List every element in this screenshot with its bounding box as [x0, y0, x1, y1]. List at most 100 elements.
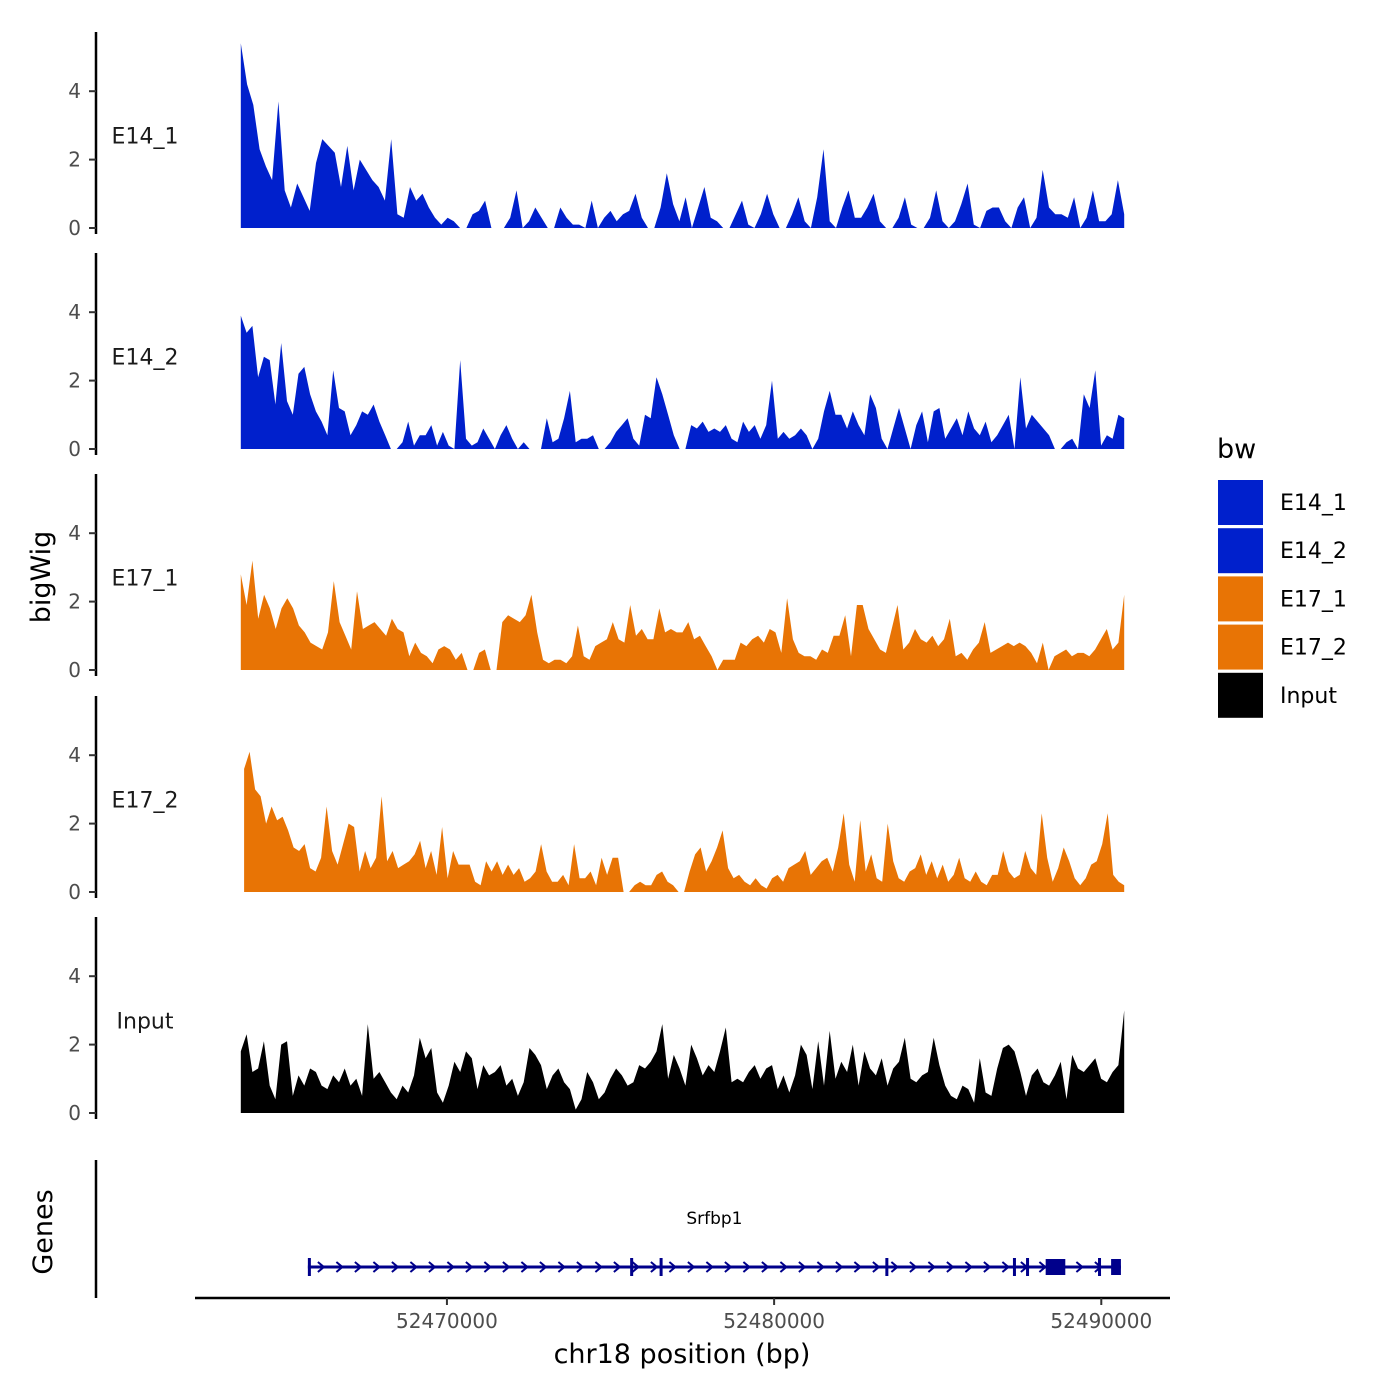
strand-arrow: [557, 1261, 566, 1273]
strand-arrow: [705, 1261, 714, 1273]
signal-area-e17-2: [244, 751, 1125, 892]
strand-arrow: [317, 1261, 326, 1273]
legend-label: Input: [1280, 684, 1337, 709]
strand-arrow: [909, 1261, 918, 1273]
strand-arrow: [927, 1261, 936, 1273]
strand-arrow: [890, 1261, 899, 1273]
gene-exon: [1045, 1259, 1066, 1275]
strand-arrow: [335, 1261, 344, 1273]
legend-title: bw: [1217, 434, 1256, 465]
y-tick-label: 2: [68, 369, 81, 393]
legend-label: E17_2: [1280, 636, 1347, 661]
genes-axis-title: Genes: [28, 1189, 59, 1274]
strand-arrow: [446, 1261, 455, 1273]
y-tick-label: 0: [68, 437, 81, 461]
strand-arrow: [483, 1261, 492, 1273]
gene-exon: [307, 1258, 311, 1276]
strand-arrow: [1001, 1261, 1010, 1273]
legend-label: E14_2: [1280, 539, 1347, 564]
gene-name-label: Srfbp1: [686, 1209, 742, 1229]
strand-arrow: [576, 1261, 585, 1273]
track-label: E14_2: [112, 346, 179, 371]
legend-label: E17_1: [1280, 587, 1347, 612]
y-tick-label: 2: [68, 590, 81, 614]
y-tick-label: 2: [68, 812, 81, 836]
gene-exon: [1098, 1258, 1102, 1276]
y-tick-label: 2: [68, 1033, 81, 1057]
strand-arrow: [835, 1261, 844, 1273]
track-input: 0 2 4 Input: [68, 917, 1125, 1125]
strand-arrow: [520, 1261, 529, 1273]
x-axis: chr18 position (bp) 52470000 52480000 5249…: [195, 1296, 1170, 1370]
strand-arrow: [872, 1261, 881, 1273]
y-tick-label: 0: [68, 658, 81, 682]
gene-exon: [1026, 1258, 1030, 1276]
y-tick-label: 4: [68, 521, 81, 545]
signal-area-e17-1: [240, 560, 1125, 670]
y-axis-title: bigWig: [26, 531, 57, 624]
y-tick-label: 4: [68, 964, 81, 988]
strand-arrow: [613, 1261, 622, 1273]
strand-arrow: [631, 1261, 640, 1273]
signal-area-e14-2: [240, 315, 1125, 449]
track-label: E17_2: [112, 789, 179, 814]
strand-arrow: [465, 1261, 474, 1273]
track-label: Input: [117, 1010, 174, 1035]
gene-exon: [659, 1258, 663, 1276]
strand-arrow: [594, 1261, 603, 1273]
x-tick-label: 52490000: [1050, 1309, 1152, 1333]
y-tick-label: 4: [68, 300, 81, 324]
strand-arrow: [687, 1261, 696, 1273]
gene-exon: [630, 1258, 634, 1276]
strand-arrow: [502, 1261, 511, 1273]
strand-arrow: [964, 1261, 973, 1273]
legend-swatch: [1218, 576, 1263, 622]
x-tick-label: 52470000: [396, 1309, 498, 1333]
gene-model: Srfbp1: [307, 1209, 1121, 1276]
gene-exon: [1111, 1259, 1121, 1275]
track-label: E17_1: [112, 567, 179, 592]
strand-arrow: [354, 1261, 363, 1273]
signal-tracks: 0 2 4 E14_1 0 2 4 E14_2 0 2 4 E17_1 0 2 4 E17_2 0 2 4 Input: [68, 32, 1125, 1125]
track-label: E14_1: [112, 125, 179, 150]
strand-arrow: [761, 1261, 770, 1273]
signal-area-input: [240, 1010, 1125, 1113]
strand-arrow: [1038, 1261, 1047, 1273]
strand-arrow: [742, 1261, 751, 1273]
gene-track: Genes Srfbp1: [28, 1160, 1121, 1298]
y-tick-label: 0: [68, 1101, 81, 1125]
y-tick-label: 4: [68, 743, 81, 767]
strand-arrow: [946, 1261, 955, 1273]
track-e17-1: 0 2 4 E17_1: [68, 474, 1125, 682]
strand-arrow: [391, 1261, 400, 1273]
legend-swatch: [1218, 672, 1263, 718]
gene-exon: [1012, 1258, 1016, 1276]
legend: bw E14_1 E14_2 E17_1 E17_2 Input: [1217, 434, 1347, 718]
strand-arrow: [539, 1261, 548, 1273]
x-tick-label: 52480000: [723, 1309, 825, 1333]
gene-exon: [885, 1258, 889, 1276]
strand-arrow: [650, 1261, 659, 1273]
x-axis-title: chr18 position (bp): [554, 1339, 811, 1370]
legend-label: E14_1: [1280, 491, 1347, 516]
strand-arrow: [798, 1261, 807, 1273]
strand-arrow: [409, 1261, 418, 1273]
strand-arrow: [853, 1261, 862, 1273]
y-tick-label: 0: [68, 216, 81, 240]
y-tick-label: 2: [68, 148, 81, 172]
y-tick-label: 4: [68, 79, 81, 103]
signal-area-e14-1: [240, 43, 1125, 228]
strand-arrow: [779, 1261, 788, 1273]
strand-arrow: [372, 1261, 381, 1273]
strand-arrow: [428, 1261, 437, 1273]
legend-swatch: [1218, 480, 1263, 525]
legend-swatch: [1218, 624, 1263, 670]
strand-arrow: [983, 1261, 992, 1273]
track-e14-1: 0 2 4 E14_1: [68, 32, 1125, 240]
strand-arrow: [724, 1261, 733, 1273]
track-e17-2: 0 2 4 E17_2: [68, 696, 1125, 904]
strand-arrow: [816, 1261, 825, 1273]
legend-swatch: [1218, 528, 1263, 574]
